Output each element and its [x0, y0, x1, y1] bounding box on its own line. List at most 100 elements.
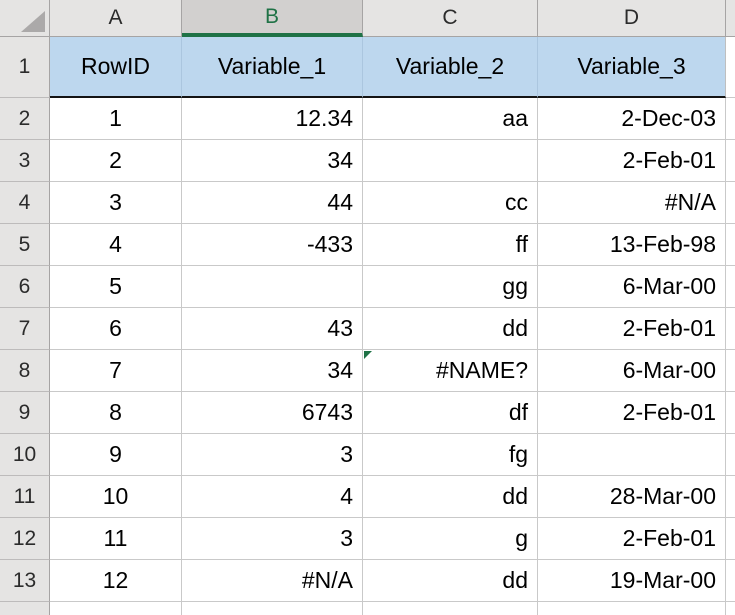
row-header-12[interactable]: 12 [0, 518, 50, 560]
cell-c3[interactable] [363, 140, 538, 182]
cell-a4[interactable]: 3 [50, 182, 182, 224]
cell-value: 9 [109, 441, 122, 467]
cell-c14[interactable] [363, 602, 538, 615]
cell-b10[interactable]: 3 [182, 434, 363, 476]
cell-c8[interactable]: #NAME? [363, 350, 538, 392]
row-header-1[interactable]: 1 [0, 37, 50, 98]
table-header-cell-rowid[interactable]: RowID [50, 37, 182, 98]
cell-e12[interactable] [726, 518, 735, 560]
row-header-5[interactable]: 5 [0, 224, 50, 266]
cell-b12[interactable]: 3 [182, 518, 363, 560]
cell-c11[interactable]: dd [363, 476, 538, 518]
cell-e4[interactable] [726, 182, 735, 224]
cell-b4[interactable]: 44 [182, 182, 363, 224]
cell-d2[interactable]: 2-Dec-03 [538, 98, 726, 140]
row-header-3[interactable]: 3 [0, 140, 50, 182]
cell-c12[interactable]: g [363, 518, 538, 560]
cell-value: dd [502, 567, 528, 593]
cell-a12[interactable]: 11 [50, 518, 182, 560]
cell-d4[interactable]: #N/A [538, 182, 726, 224]
cell-value: 11 [103, 525, 128, 551]
cell-e7[interactable] [726, 308, 735, 350]
cell-value: g [515, 525, 528, 551]
cell-d11[interactable]: 28-Mar-00 [538, 476, 726, 518]
cell-e14[interactable] [726, 602, 735, 615]
cell-d8[interactable]: 6-Mar-00 [538, 350, 726, 392]
column-header-c[interactable]: C [363, 0, 538, 37]
row-header-9[interactable]: 9 [0, 392, 50, 434]
cell-c7[interactable]: dd [363, 308, 538, 350]
cell-a10[interactable]: 9 [50, 434, 182, 476]
cell-b7[interactable]: 43 [182, 308, 363, 350]
cell-value: dd [502, 483, 528, 509]
cell-b2[interactable]: 12.34 [182, 98, 363, 140]
table-header-cell-variable_3[interactable]: Variable_3 [538, 37, 726, 98]
cell-d9[interactable]: 2-Feb-01 [538, 392, 726, 434]
cell-d6[interactable]: 6-Mar-00 [538, 266, 726, 308]
row-header-13[interactable]: 13 [0, 560, 50, 602]
cell-b14[interactable] [182, 602, 363, 615]
cell-a6[interactable]: 5 [50, 266, 182, 308]
cell-e10[interactable] [726, 434, 735, 476]
cell-value: 44 [327, 189, 353, 215]
cell-e6[interactable] [726, 266, 735, 308]
cell-e3[interactable] [726, 140, 735, 182]
cell-b11[interactable]: 4 [182, 476, 363, 518]
row-header-6[interactable]: 6 [0, 266, 50, 308]
cell-e11[interactable] [726, 476, 735, 518]
cell-b8[interactable]: 34 [182, 350, 363, 392]
cell-c5[interactable]: ff [363, 224, 538, 266]
cell-c13[interactable]: dd [363, 560, 538, 602]
cell-a2[interactable]: 1 [50, 98, 182, 140]
cell-e5[interactable] [726, 224, 735, 266]
cell-value: #N/A [301, 567, 353, 593]
row-header-10[interactable]: 10 [0, 434, 50, 476]
cell-a14[interactable] [50, 602, 182, 615]
row-header-4[interactable]: 4 [0, 182, 50, 224]
cell-a9[interactable]: 8 [50, 392, 182, 434]
cell-b3[interactable]: 34 [182, 140, 363, 182]
cell-d3[interactable]: 2-Feb-01 [538, 140, 726, 182]
cell-d10[interactable] [538, 434, 726, 476]
cell-e2[interactable] [726, 98, 735, 140]
cell-e13[interactable] [726, 560, 735, 602]
cell-d13[interactable]: 19-Mar-00 [538, 560, 726, 602]
cell-a3[interactable]: 2 [50, 140, 182, 182]
cell-value: 2-Dec-03 [621, 105, 716, 131]
cell-d7[interactable]: 2-Feb-01 [538, 308, 726, 350]
cell-b5[interactable]: -433 [182, 224, 363, 266]
cell-d14[interactable] [538, 602, 726, 615]
cell-c6[interactable]: gg [363, 266, 538, 308]
row-header-8[interactable]: 8 [0, 350, 50, 392]
cell-d5[interactable]: 13-Feb-98 [538, 224, 726, 266]
cell-d12[interactable]: 2-Feb-01 [538, 518, 726, 560]
cell-c10[interactable]: fg [363, 434, 538, 476]
cell-c9[interactable]: df [363, 392, 538, 434]
select-all-corner[interactable] [0, 0, 50, 37]
cell-a11[interactable]: 10 [50, 476, 182, 518]
column-header-d[interactable]: D [538, 0, 726, 37]
column-header-sliver[interactable] [726, 0, 735, 37]
cell-a8[interactable]: 7 [50, 350, 182, 392]
row-header-sliver[interactable] [0, 602, 50, 615]
table-header-cell-variable_1[interactable]: Variable_1 [182, 37, 363, 98]
row-header-7[interactable]: 7 [0, 308, 50, 350]
cell-e9[interactable] [726, 392, 735, 434]
cell-value: aa [502, 105, 528, 131]
cell-e8[interactable] [726, 350, 735, 392]
cell-b9[interactable]: 6743 [182, 392, 363, 434]
column-header-b[interactable]: B [182, 0, 363, 37]
cell-e1[interactable] [726, 37, 735, 98]
cell-a13[interactable]: 12 [50, 560, 182, 602]
row-header-2[interactable]: 2 [0, 98, 50, 140]
cell-b6[interactable] [182, 266, 363, 308]
cell-value: #NAME? [435, 357, 528, 383]
cell-c2[interactable]: aa [363, 98, 538, 140]
cell-a7[interactable]: 6 [50, 308, 182, 350]
row-header-11[interactable]: 11 [0, 476, 50, 518]
cell-b13[interactable]: #N/A [182, 560, 363, 602]
table-header-cell-variable_2[interactable]: Variable_2 [363, 37, 538, 98]
cell-c4[interactable]: cc [363, 182, 538, 224]
column-header-a[interactable]: A [50, 0, 182, 37]
cell-a5[interactable]: 4 [50, 224, 182, 266]
